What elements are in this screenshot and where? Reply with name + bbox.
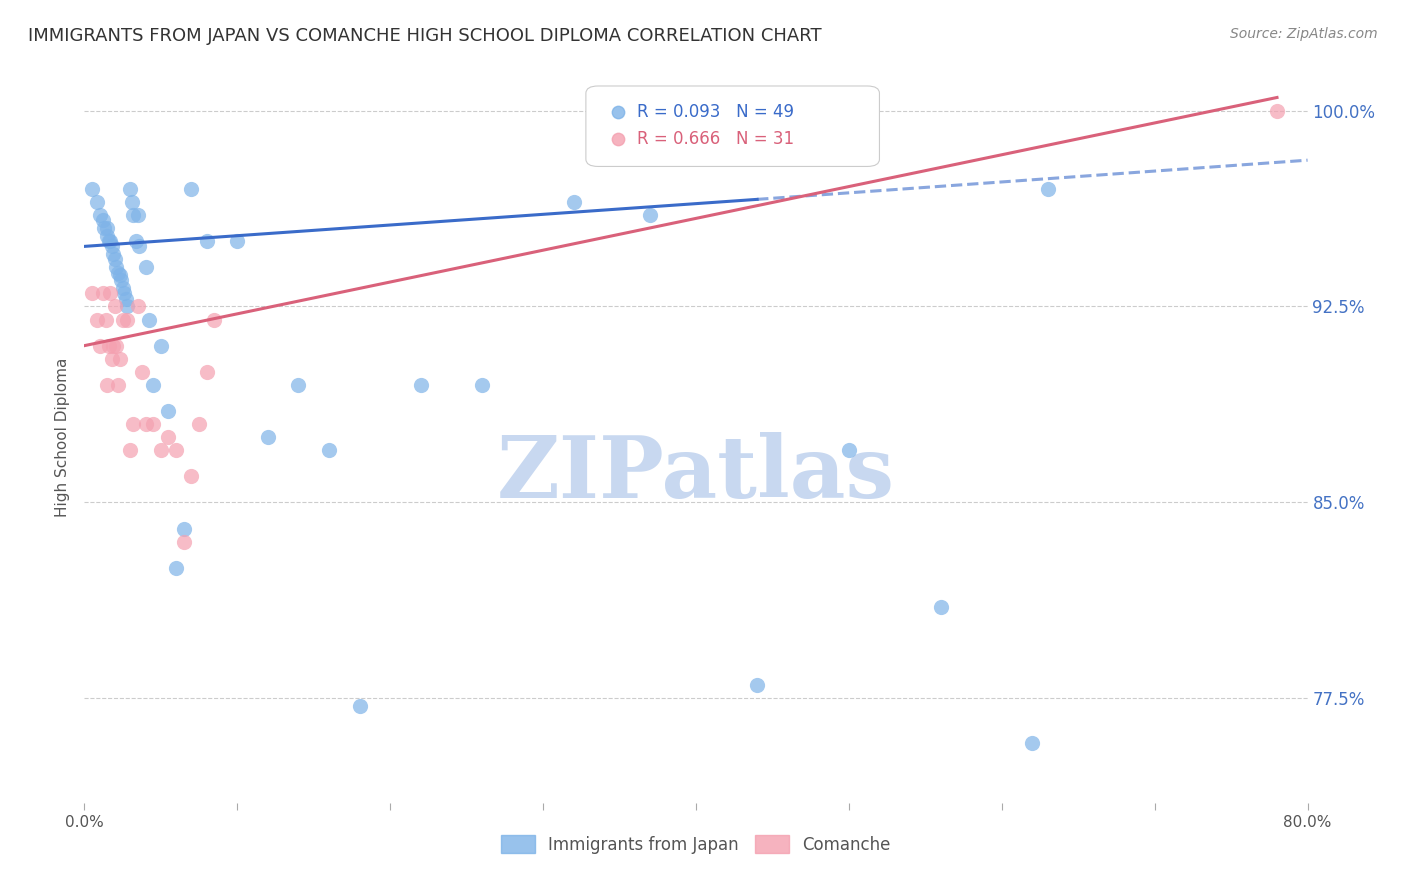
Point: [195, 365, 218, 379]
Point: [86, 194, 108, 209]
Point: [104, 300, 127, 314]
Point: [122, 417, 145, 431]
Point: [128, 239, 150, 253]
Point: [96, 221, 118, 235]
Point: [349, 699, 371, 714]
Point: [226, 234, 249, 248]
Point: [107, 377, 129, 392]
Point: [188, 417, 211, 431]
Point: [127, 300, 149, 314]
Point: [127, 208, 149, 222]
Point: [98, 234, 121, 248]
Point: [105, 260, 128, 275]
Point: [120, 182, 142, 196]
Point: [91, 213, 114, 227]
Point: [142, 377, 165, 392]
Point: [122, 208, 145, 222]
Point: [409, 377, 432, 392]
Legend: Immigrants from Japan, Comanche: Immigrants from Japan, Comanche: [495, 829, 897, 860]
Point: [138, 312, 160, 326]
Point: [96, 229, 118, 244]
Point: [93, 221, 115, 235]
Point: [1021, 736, 1043, 750]
Point: [149, 443, 172, 458]
Point: [108, 268, 131, 282]
Point: [112, 286, 135, 301]
Point: [180, 182, 202, 196]
Text: IMMIGRANTS FROM JAPAN VS COMANCHE HIGH SCHOOL DIPLOMA CORRELATION CHART: IMMIGRANTS FROM JAPAN VS COMANCHE HIGH S…: [28, 27, 821, 45]
Point: [115, 300, 138, 314]
Point: [94, 312, 117, 326]
Point: [110, 273, 132, 287]
Point: [135, 417, 157, 431]
Point: [471, 377, 494, 392]
Point: [98, 286, 121, 301]
Point: [80, 182, 103, 196]
Point: [173, 522, 195, 536]
Point: [747, 678, 769, 692]
FancyBboxPatch shape: [586, 86, 880, 167]
Point: [97, 339, 120, 353]
Point: [135, 260, 157, 275]
Y-axis label: High School Diploma: High School Diploma: [55, 358, 70, 516]
Point: [929, 599, 952, 614]
Point: [173, 534, 195, 549]
Point: [125, 234, 148, 248]
Text: ZIPatlas: ZIPatlas: [496, 432, 896, 516]
Point: [86, 312, 108, 326]
Point: [80, 286, 103, 301]
Point: [1265, 103, 1288, 118]
Point: [165, 443, 187, 458]
Text: R = 0.666   N = 31: R = 0.666 N = 31: [637, 129, 794, 148]
Point: [157, 404, 180, 418]
Point: [202, 312, 225, 326]
Point: [287, 377, 309, 392]
Point: [257, 430, 280, 444]
Point: [114, 292, 136, 306]
Point: [103, 247, 125, 261]
Point: [740, 343, 762, 358]
Text: R = 0.093   N = 49: R = 0.093 N = 49: [637, 103, 794, 120]
Point: [142, 417, 165, 431]
Point: [121, 194, 143, 209]
Point: [111, 281, 134, 295]
Point: [740, 247, 762, 261]
Point: [97, 234, 120, 248]
Point: [165, 560, 187, 574]
Point: [105, 339, 128, 353]
Point: [1036, 182, 1059, 196]
Point: [89, 339, 111, 353]
Point: [838, 443, 860, 458]
Point: [195, 234, 218, 248]
Point: [108, 351, 131, 366]
Point: [180, 469, 202, 483]
Point: [638, 208, 661, 222]
Point: [101, 239, 124, 253]
Point: [120, 443, 142, 458]
Point: [318, 443, 340, 458]
Text: Source: ZipAtlas.com: Source: ZipAtlas.com: [1230, 27, 1378, 41]
Point: [115, 312, 138, 326]
Point: [111, 312, 134, 326]
Point: [149, 339, 172, 353]
Point: [562, 194, 585, 209]
Point: [89, 208, 111, 222]
Point: [131, 365, 153, 379]
Point: [103, 339, 125, 353]
Point: [157, 430, 180, 444]
Point: [104, 252, 127, 267]
Point: [96, 377, 118, 392]
Point: [101, 351, 124, 366]
Point: [91, 286, 114, 301]
Point: [107, 266, 129, 280]
